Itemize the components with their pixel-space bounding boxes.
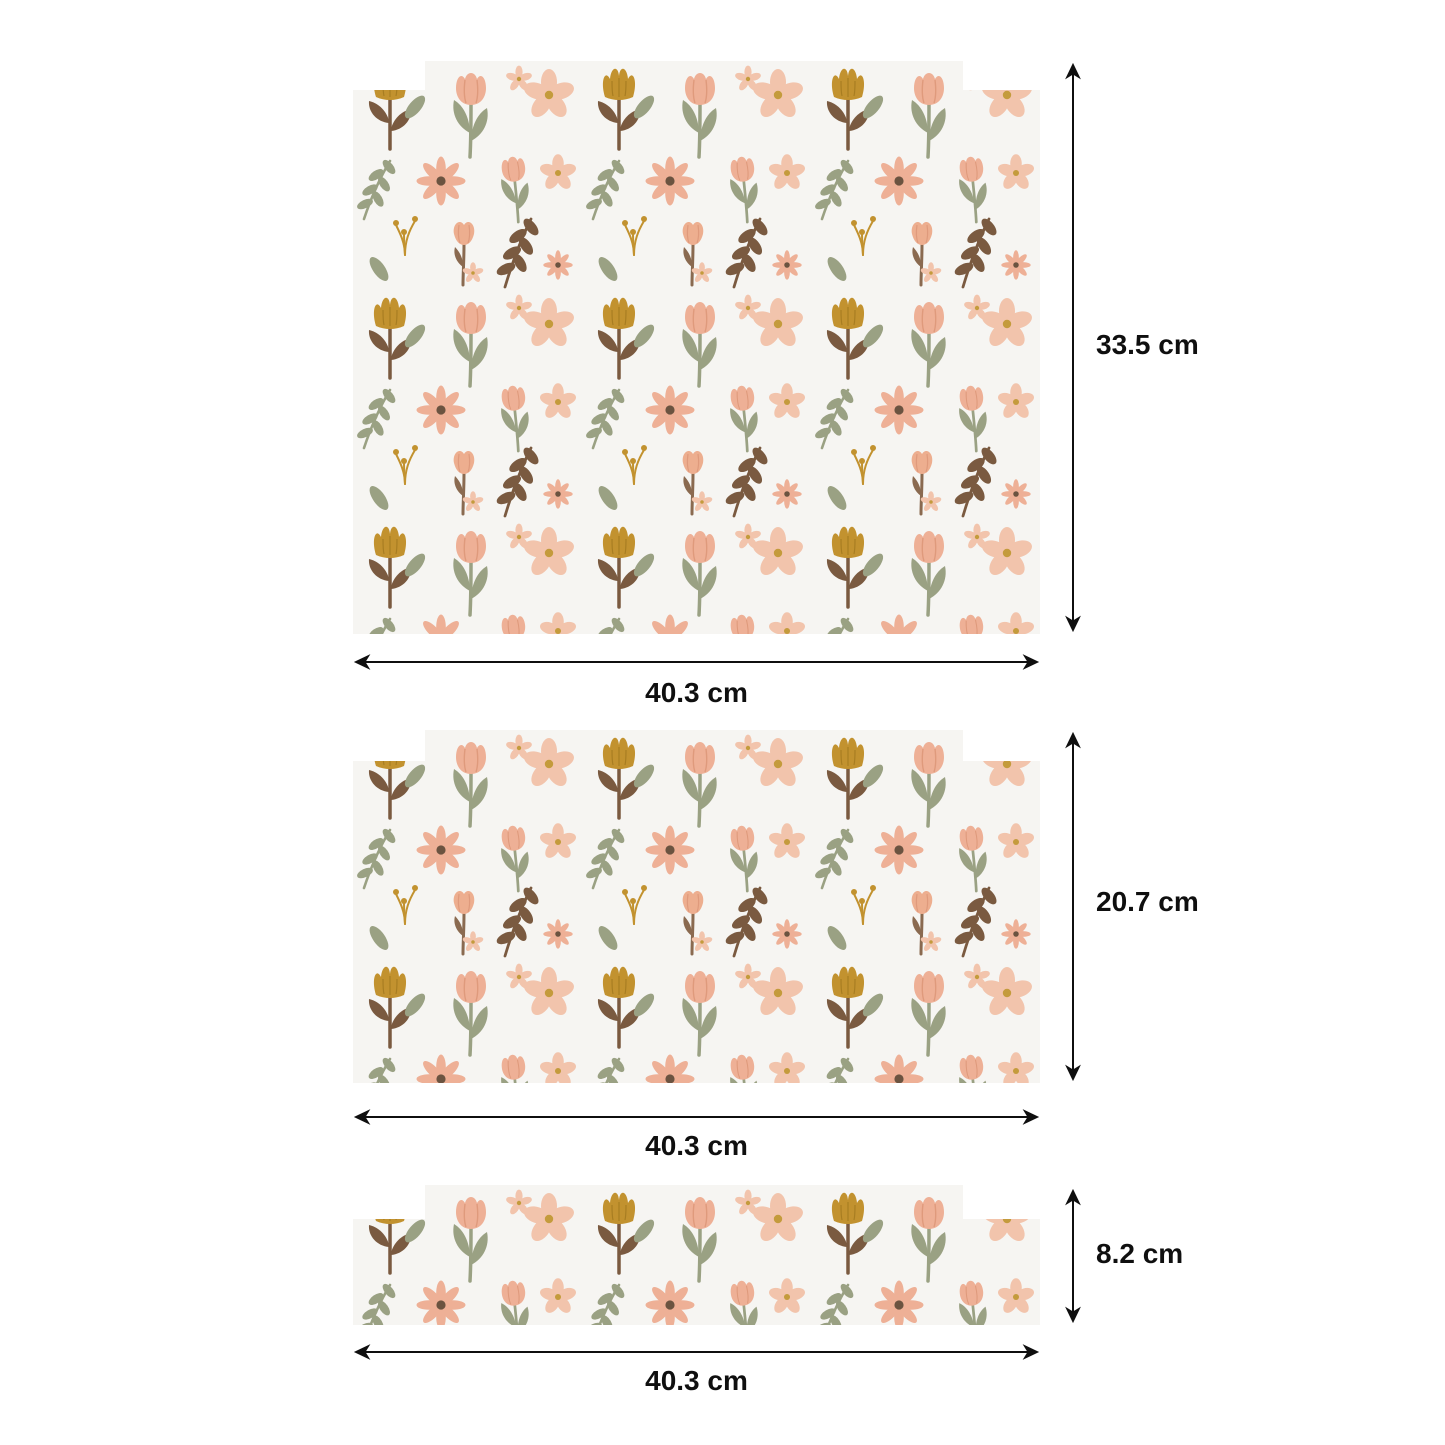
width-label-large: 40.3 cm — [645, 677, 748, 708]
width-label-small: 40.3 cm — [645, 1365, 748, 1396]
sheet-small — [353, 1185, 1040, 1325]
width-label-medium: 40.3 cm — [645, 1130, 748, 1161]
height-label-small: 8.2 cm — [1096, 1238, 1184, 1269]
height-label-large: 33.5 cm — [1096, 329, 1199, 360]
sheet-large — [353, 61, 1040, 634]
sheet-medium — [353, 730, 1040, 1083]
height-label-medium: 20.7 cm — [1096, 886, 1199, 917]
